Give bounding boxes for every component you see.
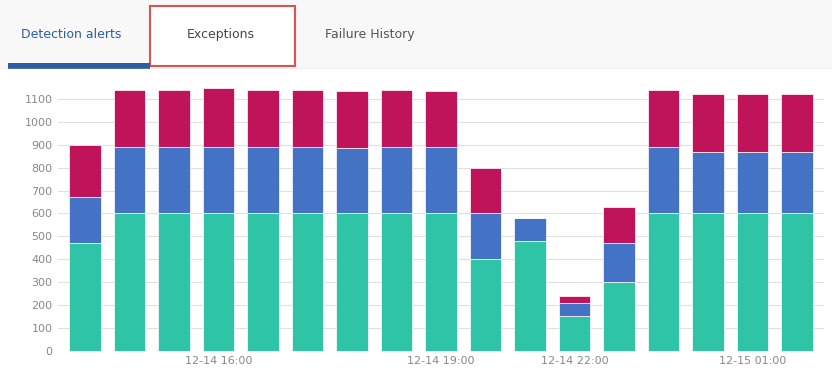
FancyBboxPatch shape xyxy=(0,0,832,69)
Bar xyxy=(158,213,190,351)
Bar xyxy=(692,94,724,152)
Bar xyxy=(425,213,457,351)
Bar xyxy=(781,152,813,213)
Bar xyxy=(114,147,145,213)
Bar xyxy=(247,213,279,351)
Bar xyxy=(336,91,368,148)
Bar xyxy=(737,94,768,152)
Bar xyxy=(69,243,101,351)
Bar xyxy=(737,213,768,351)
Bar xyxy=(603,243,635,282)
Bar xyxy=(648,147,679,213)
Bar xyxy=(603,207,635,243)
Bar xyxy=(470,168,501,213)
Bar xyxy=(158,90,190,147)
Bar xyxy=(425,91,457,147)
Bar xyxy=(69,145,101,197)
Bar xyxy=(559,316,590,351)
Bar xyxy=(648,213,679,351)
Bar xyxy=(203,147,234,213)
Bar xyxy=(737,152,768,213)
Bar xyxy=(692,213,724,351)
Bar xyxy=(114,90,145,147)
Bar xyxy=(292,213,323,351)
FancyBboxPatch shape xyxy=(150,6,295,66)
Bar xyxy=(603,282,635,351)
Bar xyxy=(470,259,501,351)
Text: Detection alerts: Detection alerts xyxy=(21,28,121,41)
Text: Exceptions: Exceptions xyxy=(186,28,255,41)
Bar xyxy=(336,148,368,213)
Bar xyxy=(559,303,590,316)
Bar xyxy=(381,90,412,147)
Bar xyxy=(203,88,234,147)
Text: Failure History: Failure History xyxy=(325,28,415,41)
Bar xyxy=(292,147,323,213)
Bar xyxy=(114,213,145,351)
Bar xyxy=(559,296,590,303)
Bar xyxy=(514,218,546,241)
Bar xyxy=(203,213,234,351)
Bar xyxy=(247,90,279,147)
Bar xyxy=(425,147,457,213)
Bar xyxy=(158,147,190,213)
Bar xyxy=(781,94,813,152)
Bar xyxy=(247,147,279,213)
Bar xyxy=(336,213,368,351)
Bar xyxy=(514,241,546,351)
Bar xyxy=(8,63,150,69)
Bar xyxy=(781,213,813,351)
Bar xyxy=(292,90,323,147)
Bar xyxy=(381,147,412,213)
Bar xyxy=(381,213,412,351)
Bar xyxy=(470,213,501,259)
Bar xyxy=(692,152,724,213)
Bar xyxy=(648,90,679,147)
Bar xyxy=(69,197,101,243)
